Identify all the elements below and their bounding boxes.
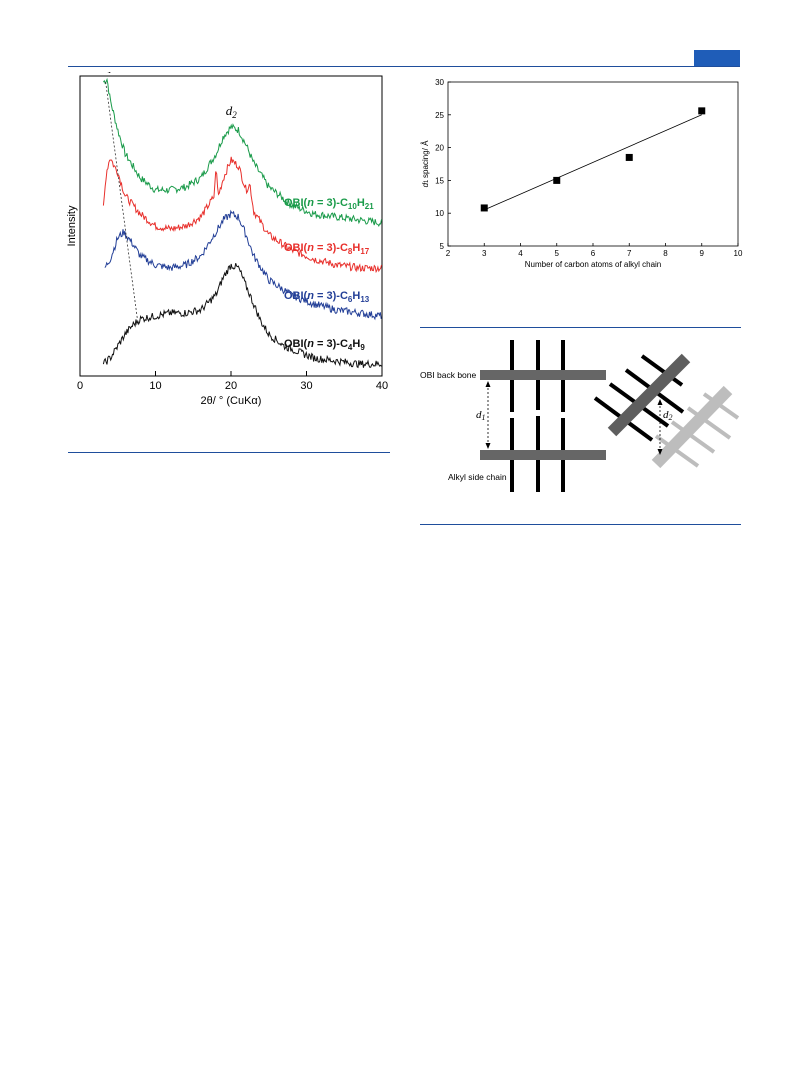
side-chain (640, 354, 684, 387)
lamellar-right-panel: d2 (593, 353, 740, 469)
xrd-series-label: OBI(n = 3)-C4H9 (284, 338, 365, 352)
d2-arrowhead-up (657, 399, 663, 405)
x-tick-label: 9 (700, 249, 705, 258)
x-tick-label: 7 (627, 249, 632, 258)
obi-backbone-dark (607, 353, 691, 437)
obi-backbone-upper (480, 370, 606, 380)
d1-label: d1 (476, 409, 486, 422)
spacing-chart: 2 3 4 5 6 7 8 9 10 5 10 15 20 25 30 Number of carbon at… (421, 78, 743, 269)
x-tick-label: 0 (77, 380, 83, 392)
left-figure-rule (68, 452, 390, 453)
y-tick-label: 20 (435, 144, 444, 153)
y-axis-label: d1 spacing/ Å (421, 140, 430, 187)
data-point (625, 153, 633, 161)
side-chain (702, 392, 740, 420)
side-chain (670, 420, 716, 454)
x-axis-label: 2θ/ ° (CuKα) (201, 395, 262, 407)
xrd-series-label: OBI(n = 3)-C8H17 (284, 242, 370, 256)
data-point (480, 204, 488, 212)
d1-guide-line (105, 81, 138, 320)
y-tick-label: 30 (435, 78, 444, 87)
x-tick-label: 2 (446, 249, 451, 258)
xrd-chart: 0 10 20 30 40 2θ/ ° (CuKα) Intensity OBI(n = 3)… (66, 72, 388, 407)
fit-line (484, 114, 702, 211)
backbone-label: OBI back bone (420, 370, 477, 380)
x-tick-label: 20 (225, 380, 237, 392)
schematic-bottom-rule (420, 524, 741, 525)
spacing-plot-frame (447, 81, 739, 247)
x-tick-label: 8 (663, 249, 668, 258)
x-tick-label: 10 (149, 380, 161, 392)
header-tab (694, 50, 740, 66)
obi-backbone-light (651, 385, 733, 469)
d1-arrowhead-up (485, 381, 491, 387)
xrd-series-label: OBI(n = 3)-C10H21 (284, 197, 374, 211)
schematic-diagram: d1 OBI back bone Alkyl side chain d2 (420, 340, 740, 492)
xrd-peak-label-d2: d2 (226, 103, 238, 120)
xrd-series-line (102, 77, 382, 227)
side-chain-label: Alkyl side chain (448, 472, 507, 482)
lamellar-left-panel: d1 OBI back bone Alkyl side chain (420, 340, 606, 492)
d1-arrowhead-down (485, 443, 491, 449)
x-tick-label: 5 (555, 249, 560, 258)
x-tick-label: 30 (300, 380, 312, 392)
x-tick-label: 40 (376, 380, 388, 392)
x-tick-label: 6 (591, 249, 596, 258)
x-tick-label: 3 (482, 249, 487, 258)
y-axis-label: Intensity (66, 205, 78, 246)
header-rule (68, 66, 740, 67)
xrd-series-line (104, 209, 382, 321)
d2-arrowhead-down (657, 449, 663, 455)
y-tick-label: 5 (440, 242, 445, 251)
x-tick-label: 10 (734, 249, 743, 258)
d2-label: d2 (663, 409, 673, 422)
schematic-top-rule (420, 327, 741, 328)
x-axis-label: Number of carbon atoms of alkyl chain (525, 260, 662, 269)
y-tick-label: 10 (435, 209, 444, 218)
y-tick-label: 25 (435, 111, 444, 120)
data-point (698, 107, 706, 115)
y-tick-label: 15 (435, 176, 444, 185)
obi-backbone-lower (480, 450, 606, 460)
xrd-series-label: OBI(n = 3)-C6H13 (284, 290, 370, 304)
x-tick-label: 4 (518, 249, 523, 258)
side-chain (686, 406, 732, 440)
xrd-series-line (102, 263, 382, 369)
xrd-peak-label-d1: d1 (101, 72, 112, 75)
data-point (553, 176, 561, 184)
xrd-series-line (102, 156, 382, 274)
